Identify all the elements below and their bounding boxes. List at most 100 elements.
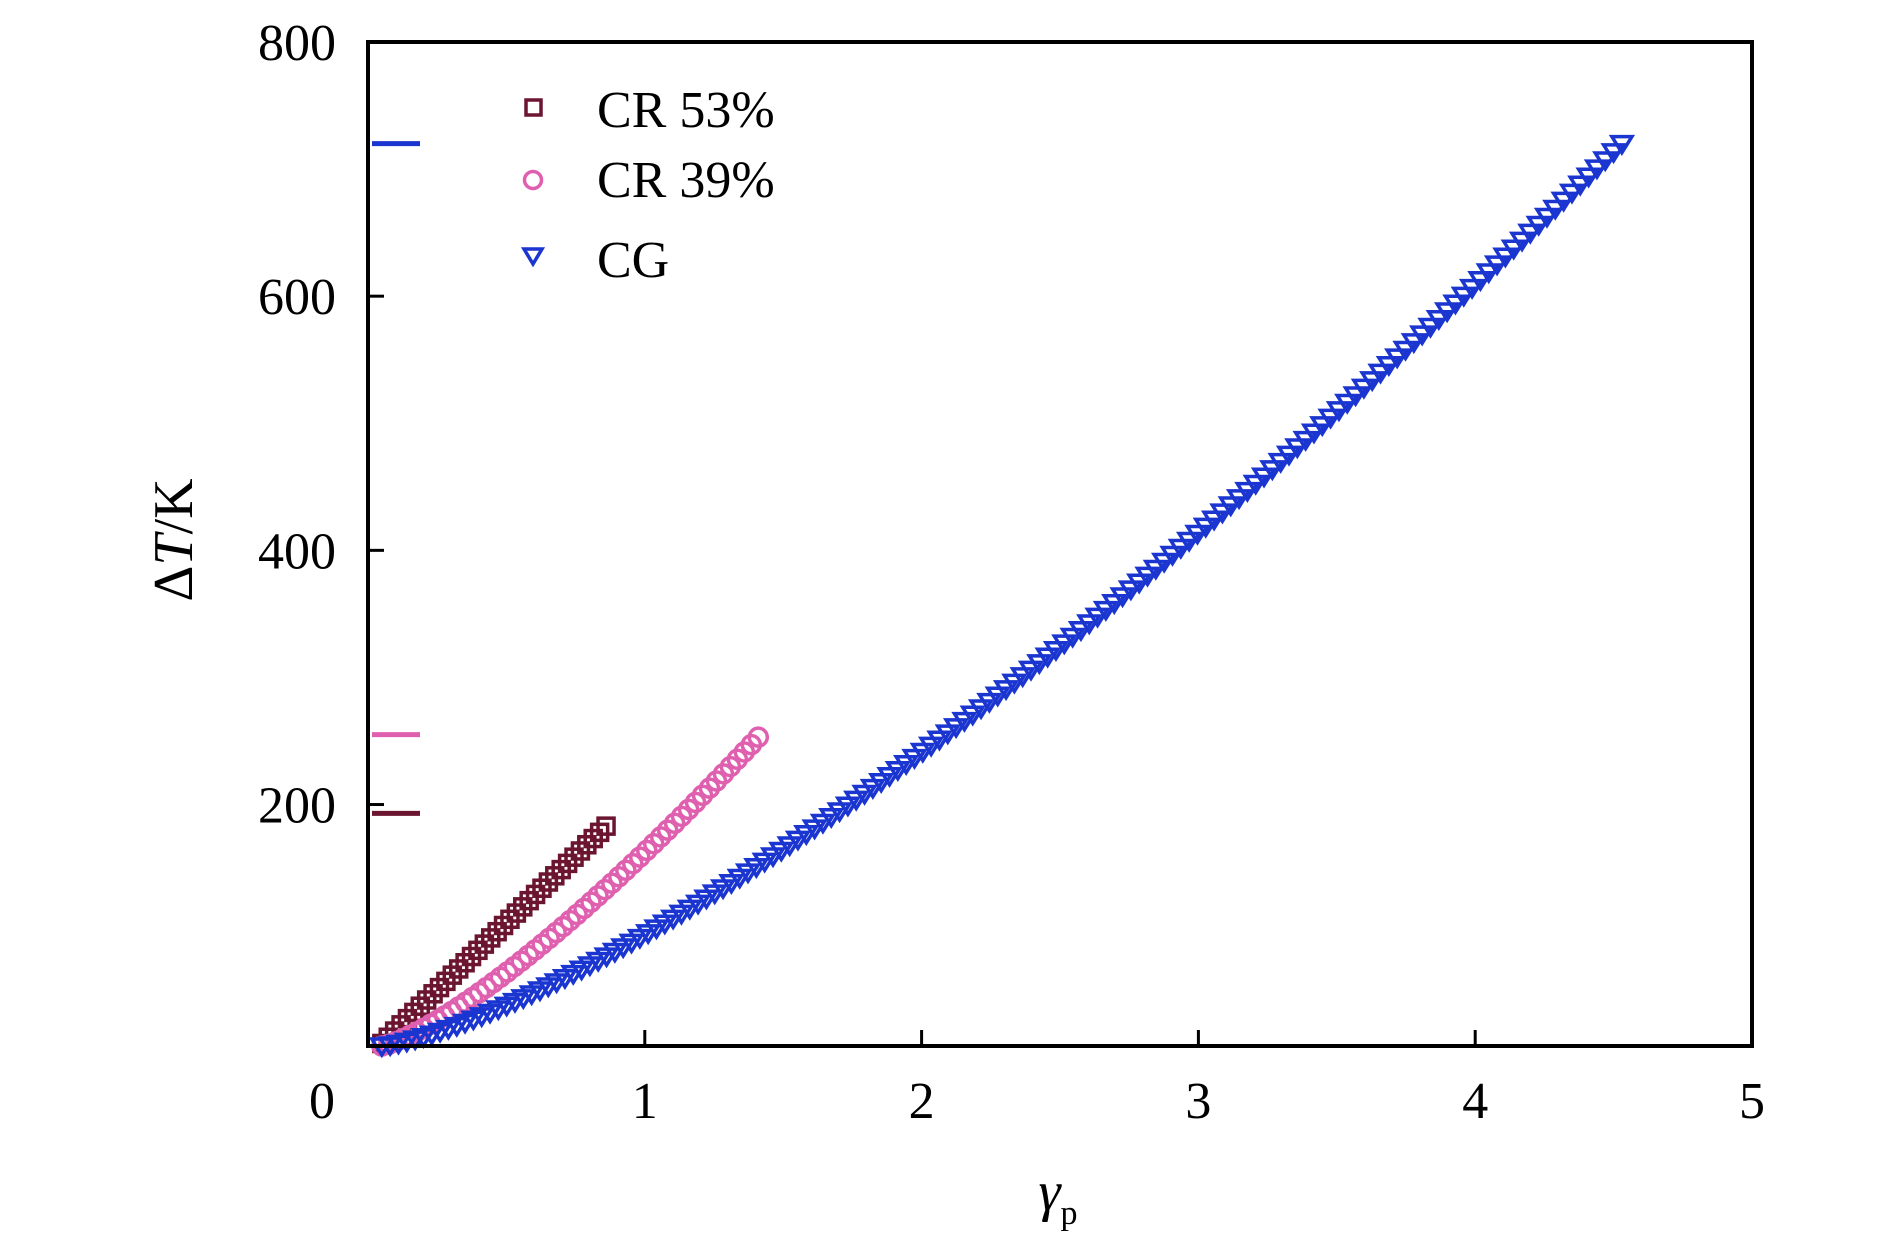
- x-axis-title-main: γ: [1038, 1161, 1062, 1223]
- data-point: [1017, 660, 1045, 682]
- data-point: [1126, 573, 1153, 595]
- data-point: [1417, 317, 1444, 339]
- data-point: [1084, 607, 1111, 629]
- data-point: [1359, 371, 1386, 393]
- y-axis-title-prefix: Δ: [143, 566, 205, 602]
- data-point: [1342, 386, 1369, 408]
- data-point: [1184, 524, 1211, 546]
- data-point: [909, 742, 936, 764]
- data-point: [1567, 175, 1594, 197]
- data-point: [976, 692, 1003, 714]
- data-point: [1433, 302, 1461, 324]
- x-tick-label: 4: [1462, 1073, 1488, 1130]
- data-point: [1542, 199, 1569, 221]
- data-point: [1026, 654, 1053, 676]
- data-point: [1034, 647, 1061, 669]
- data-point: [1317, 408, 1344, 430]
- data-point: [893, 754, 920, 777]
- data-point: [1259, 460, 1286, 482]
- data-point: [1234, 481, 1261, 503]
- data-point: [1067, 621, 1095, 643]
- x-tick-label: 2: [909, 1073, 935, 1130]
- y-tick-label: 400: [258, 523, 336, 580]
- data-point: [1267, 452, 1294, 474]
- data-point: [942, 718, 970, 740]
- data-point: [1508, 231, 1536, 253]
- data-point: [596, 816, 616, 836]
- data-point: [876, 767, 903, 789]
- data-point: [1151, 552, 1178, 574]
- data-point: [1425, 309, 1452, 332]
- data-point: [1492, 247, 1519, 269]
- data-point: [1217, 496, 1244, 518]
- data-point: [1500, 239, 1527, 261]
- data-point: [1325, 401, 1353, 423]
- data-point: [1009, 667, 1036, 689]
- data-point: [1175, 531, 1203, 553]
- data-point: [1592, 151, 1619, 173]
- data-point: [1575, 167, 1602, 189]
- data-point: [951, 711, 978, 733]
- data-point: [1475, 263, 1502, 285]
- data-point: [984, 686, 1011, 708]
- x-tick-label: 5: [1739, 1073, 1765, 1130]
- y-tick-label: 200: [258, 778, 336, 835]
- legend-marker-triangle: [520, 247, 546, 268]
- data-point: [992, 680, 1020, 702]
- y-tick-label: 600: [258, 269, 336, 326]
- data-point: [1533, 207, 1561, 229]
- data-point: [1292, 430, 1319, 452]
- data-point: [1051, 634, 1078, 656]
- x-axis-title-sub: p: [1061, 1195, 1078, 1232]
- data-point: [1242, 474, 1269, 496]
- x-tick-label: 1: [632, 1073, 658, 1130]
- data-point: [1159, 545, 1186, 567]
- data-point: [1583, 159, 1611, 181]
- data-point: [1275, 445, 1303, 467]
- legend-label-cr39: CR 39%: [597, 152, 775, 209]
- y-axis-title-var: T: [143, 531, 205, 566]
- data-point: [1134, 566, 1161, 588]
- legend-entry-cg: CG: [520, 232, 669, 289]
- data-point: [1117, 580, 1145, 602]
- data-point: [1192, 517, 1219, 539]
- plot-frame: [366, 40, 1754, 1048]
- data-point: [747, 726, 770, 748]
- data-point: [1209, 503, 1236, 525]
- x-tick-label: 3: [1185, 1073, 1211, 1130]
- data-point: [1367, 363, 1394, 385]
- legend-label-cg: CG: [597, 232, 669, 289]
- series-layer: [368, 134, 1636, 1059]
- data-point: [1600, 143, 1627, 165]
- data-point: [1250, 467, 1278, 489]
- data-point: [967, 699, 995, 721]
- data-point: [1076, 614, 1103, 636]
- data-point: [934, 724, 961, 746]
- legend-entry-cr53: CR 53%: [524, 82, 775, 139]
- y-axis-title-suffix: /K: [143, 478, 205, 534]
- data-point: [1042, 640, 1070, 663]
- legend-marker-square: [524, 98, 543, 117]
- legend-entry-cr39: CR 39%: [522, 152, 775, 209]
- data-point: [1550, 191, 1577, 213]
- max-value-markers: [372, 141, 420, 816]
- y-tick-label: 800: [258, 15, 336, 72]
- data-point: [1300, 423, 1328, 445]
- y-axis-title: ΔT/K: [143, 478, 205, 601]
- data-point: [1409, 325, 1436, 347]
- data-point: [1483, 255, 1511, 277]
- data-point: [1284, 438, 1311, 460]
- legend-marker-circle: [522, 169, 544, 191]
- data-point: [1350, 378, 1378, 400]
- data-point: [1517, 223, 1544, 245]
- data-point: [884, 761, 911, 783]
- data-point: [1525, 215, 1552, 237]
- data-point: [901, 748, 928, 770]
- data-point: [1334, 393, 1361, 415]
- data-point: [1458, 278, 1486, 300]
- data-point: [1092, 600, 1120, 622]
- x-axis-title: γp: [1038, 1161, 1077, 1232]
- data-point: [1467, 271, 1494, 293]
- data-point: [959, 705, 986, 727]
- data-point: [1375, 355, 1403, 378]
